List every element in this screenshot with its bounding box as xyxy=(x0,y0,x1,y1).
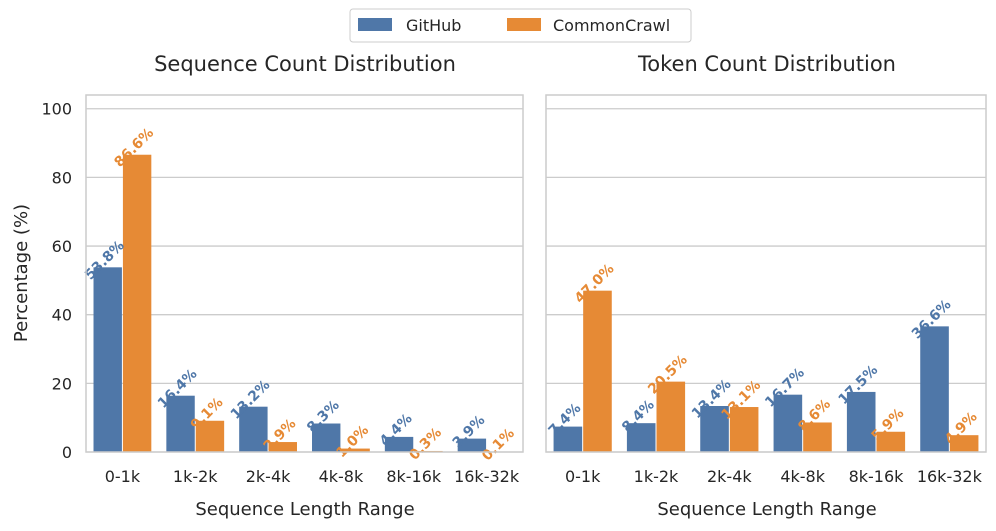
bar-token-count-commoncrawl-0-1k xyxy=(583,290,612,452)
bar-sequence-count-commoncrawl-4k-8k xyxy=(341,448,370,452)
x-axis-label-token-count: Sequence Length Range xyxy=(657,499,876,520)
bar-sequence-count-github-1k-2k xyxy=(166,395,195,452)
bar-token-count-github-16k-32k xyxy=(920,326,949,452)
x-tick-label-16k-32k: 16k-32k xyxy=(917,467,983,486)
bar-sequence-count-github-16k-32k xyxy=(457,438,487,452)
bar-token-count-commoncrawl-1k-2k xyxy=(656,381,686,452)
plot-frame-token-count xyxy=(545,94,987,453)
bar-token-count-github-0-1k xyxy=(553,426,583,452)
x-tick-label-4k-8k: 4k-8k xyxy=(780,467,825,486)
bar-token-count-commoncrawl-8k-16k xyxy=(876,431,906,452)
bar-token-count-github-8k-16k xyxy=(846,391,876,452)
legend-swatch-commoncrawl xyxy=(507,18,541,31)
bar-token-count-github-4k-8k xyxy=(773,394,803,452)
x-ticks-sequence-count: 0-1k 1k-2k 2k-4k 4k-8k 8k-16k 16k-32k xyxy=(105,467,520,486)
x-tick-label-2k-4k: 2k-4k xyxy=(707,467,752,486)
legend-label-commoncrawl: CommonCrawl xyxy=(553,16,670,35)
bar-sequence-count-github-8k-16k xyxy=(384,436,414,452)
legend-swatch-github xyxy=(358,18,392,31)
bar-token-count-commoncrawl-2k-4k xyxy=(729,407,759,452)
bar-sequence-count-github-0-1k xyxy=(93,267,122,452)
bar-sequence-count-commoncrawl-2k-4k xyxy=(268,442,297,452)
legend: GitHub CommonCrawl xyxy=(349,8,692,43)
panel-sequence-count: Sequence Count Distribution 53.8%16.4% 13… xyxy=(11,52,524,520)
bar-token-count-commoncrawl-4k-8k xyxy=(803,422,832,452)
bar-token-count-github-1k-2k xyxy=(626,423,656,452)
bar-token-count-github-2k-4k xyxy=(700,406,729,452)
y-tick-label-40: 40 xyxy=(52,306,72,325)
x-tick-label-2k-4k: 2k-4k xyxy=(246,467,291,486)
bar-sequence-count-github-2k-4k xyxy=(239,406,268,452)
bar-token-count-commoncrawl-16k-32k xyxy=(949,435,979,452)
legend-label-github: GitHub xyxy=(406,16,461,35)
grid-sequence-count xyxy=(86,108,523,453)
x-tick-label-16k-32k: 16k-32k xyxy=(454,467,520,486)
y-axis-label: Percentage (%) xyxy=(11,204,32,342)
bar-sequence-count-commoncrawl-1k-2k xyxy=(195,420,225,452)
y-tick-label-0: 0 xyxy=(62,443,72,462)
x-tick-label-4k-8k: 4k-8k xyxy=(319,467,364,486)
bar-sequence-count-github-4k-8k xyxy=(312,423,341,452)
bars-token-count xyxy=(553,290,979,452)
y-tick-label-100: 100 xyxy=(41,100,72,119)
x-tick-label-0-1k: 0-1k xyxy=(105,467,141,486)
panel-token-count: Token Count Distribution 7.4% 8.4% 13.4% 16… xyxy=(545,52,987,520)
y-tick-label-20: 20 xyxy=(52,374,72,393)
y-tick-label-80: 80 xyxy=(52,168,72,187)
x-tick-label-8k-16k: 8k-16k xyxy=(849,467,905,486)
x-ticks-token-count: 0-1k 1k-2k 2k-4k 4k-8k 8k-16k 16k-32k xyxy=(565,467,983,486)
x-tick-label-0-1k: 0-1k xyxy=(565,467,601,486)
bar-sequence-count-commoncrawl-0-1k xyxy=(122,154,152,452)
x-tick-label-8k-16k: 8k-16k xyxy=(386,467,442,486)
chart-title-token-count: Token Count Distribution xyxy=(637,52,896,76)
x-tick-label-1k-2k: 1k-2k xyxy=(634,467,679,486)
plot-frame-sequence-count xyxy=(85,94,524,453)
chart-title-sequence-count: Sequence Count Distribution xyxy=(154,52,456,76)
y-tick-label-60: 60 xyxy=(52,237,72,256)
y-ticks-sequence-count: 0 20 40 60 80 100 xyxy=(41,100,72,462)
bars-sequence-count xyxy=(93,154,516,452)
x-tick-label-1k-2k: 1k-2k xyxy=(173,467,218,486)
x-axis-label-sequence-count: Sequence Length Range xyxy=(195,499,414,520)
